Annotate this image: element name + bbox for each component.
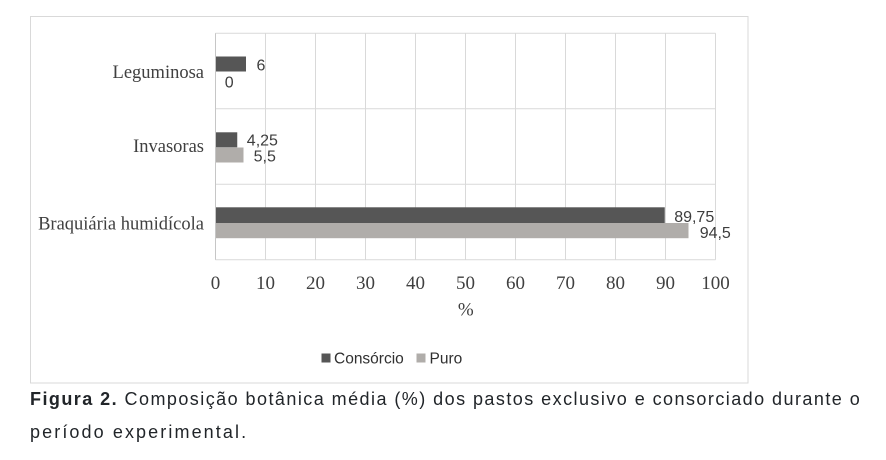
svg-text:80: 80 — [606, 273, 625, 294]
svg-text:20: 20 — [306, 273, 325, 294]
svg-text:50: 50 — [456, 273, 475, 294]
svg-text:40: 40 — [406, 273, 425, 294]
svg-text:Puro: Puro — [430, 351, 463, 368]
svg-text:Consórcio: Consórcio — [334, 351, 404, 368]
svg-text:10: 10 — [256, 273, 275, 294]
svg-text:5,5: 5,5 — [254, 148, 276, 165]
svg-text:100: 100 — [701, 273, 730, 294]
svg-text:Leguminosa: Leguminosa — [113, 63, 204, 83]
svg-text:90: 90 — [656, 273, 675, 294]
svg-text:Invasoras: Invasoras — [133, 137, 204, 157]
svg-text:Braquiária humidícola: Braquiária humidícola — [38, 214, 204, 234]
svg-text:94,5: 94,5 — [700, 225, 731, 242]
svg-text:30: 30 — [356, 273, 375, 294]
svg-text:70: 70 — [556, 273, 575, 294]
svg-text:89,75: 89,75 — [674, 209, 714, 226]
svg-text:60: 60 — [506, 273, 525, 294]
svg-text:4,25: 4,25 — [247, 132, 278, 149]
svg-text:0: 0 — [211, 273, 221, 294]
svg-text:6: 6 — [257, 57, 266, 74]
svg-text:%: % — [458, 300, 474, 321]
svg-text:0: 0 — [225, 75, 234, 92]
